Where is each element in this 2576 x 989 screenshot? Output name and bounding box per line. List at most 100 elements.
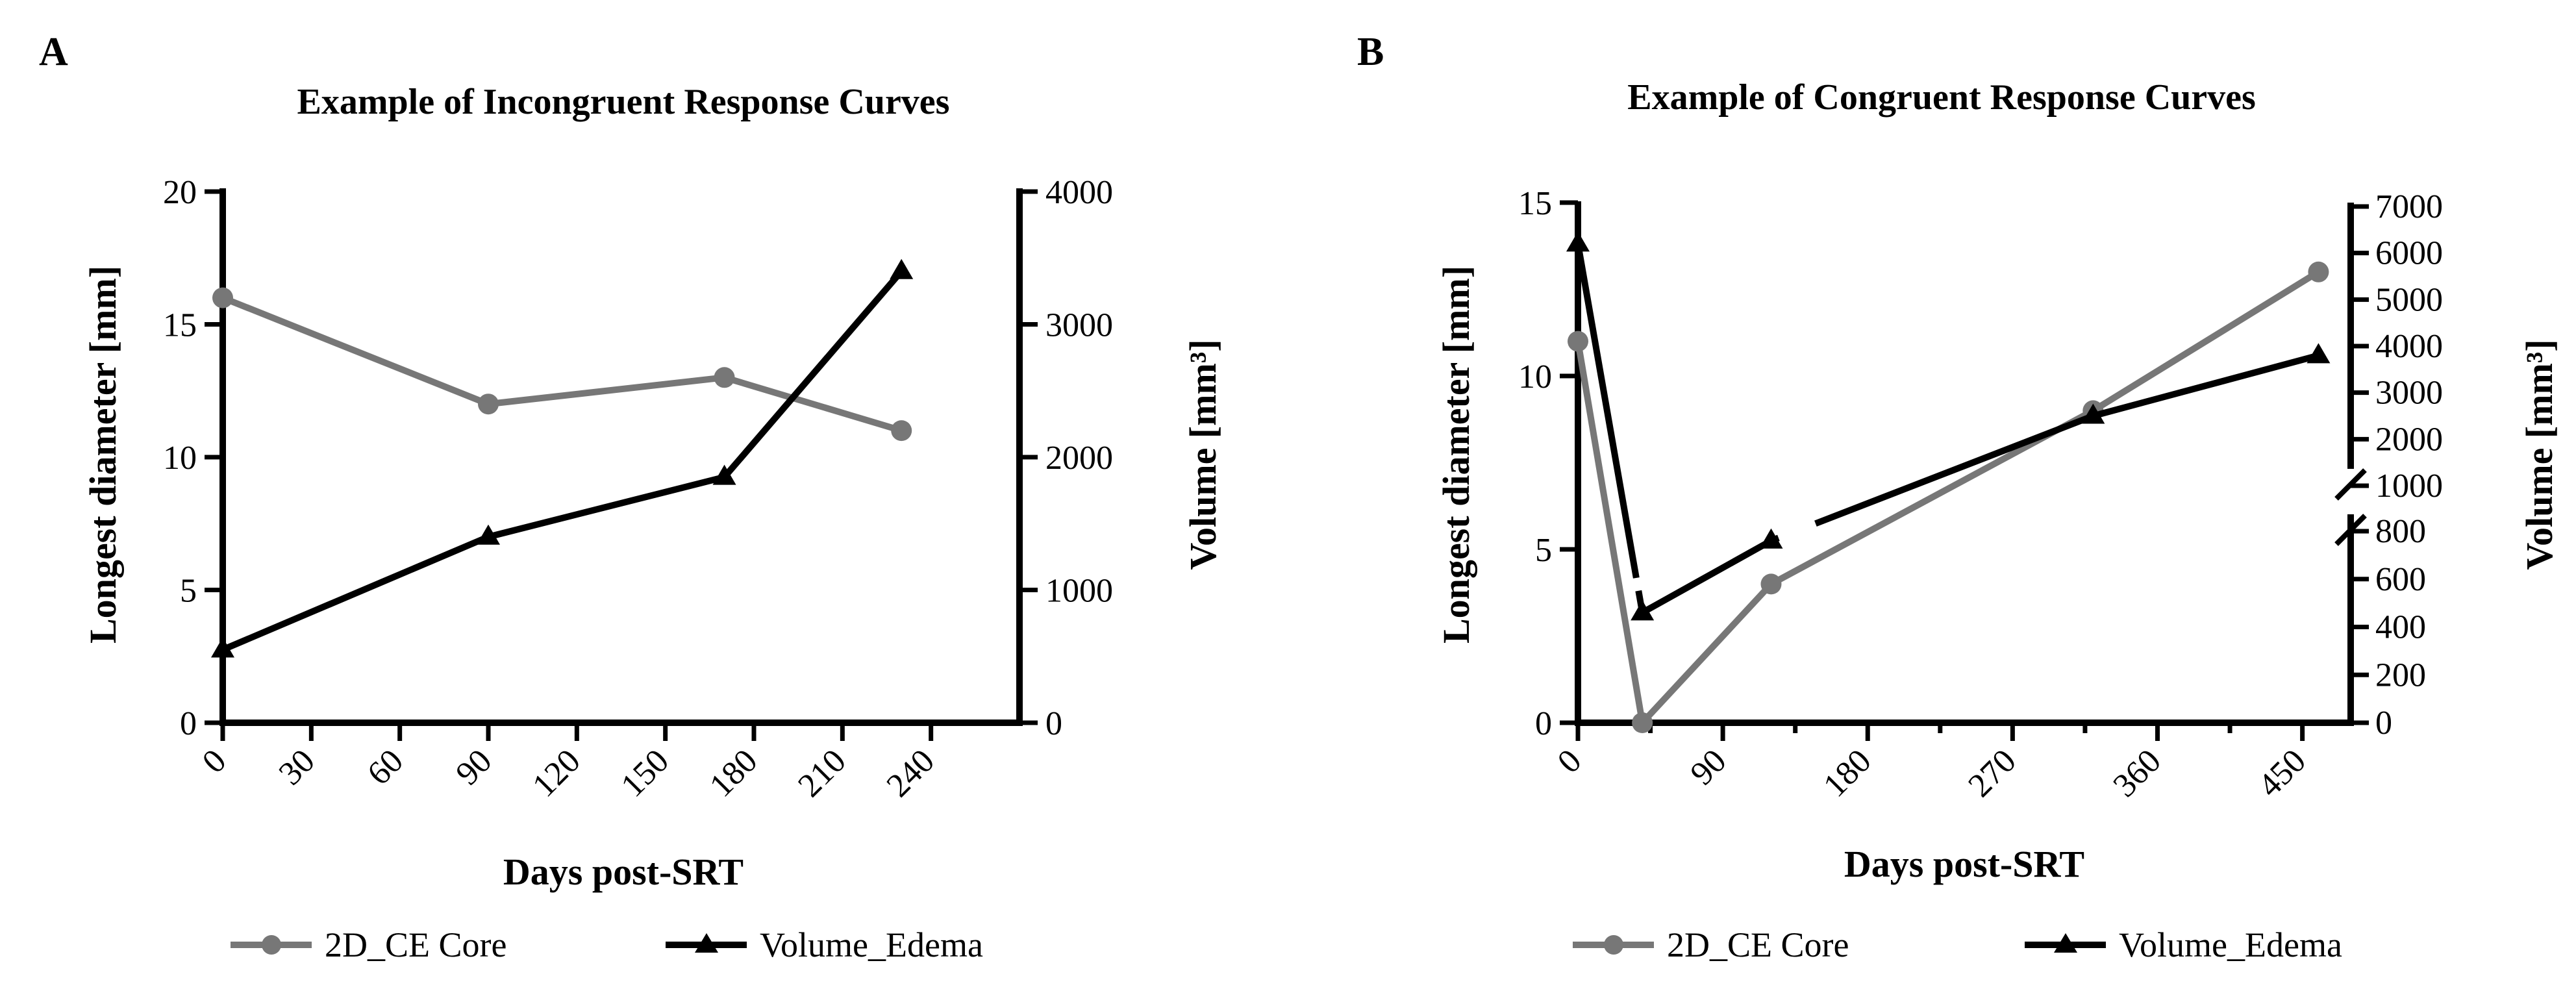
data-point-edema-b: [1631, 600, 1655, 621]
y2-tick-label-b: 200: [2375, 657, 2426, 694]
data-point-core-a: [891, 420, 912, 442]
data-point-edema-b: [1759, 528, 1783, 549]
y-tick-label-a: 10: [163, 440, 197, 477]
x-tick-label-b: 90: [1684, 742, 1734, 792]
y-tick-label-a: 15: [163, 307, 197, 344]
y-tick-label-b: 0: [1535, 705, 1552, 742]
x-axis-title-b: Days post-SRT: [1844, 843, 2084, 885]
x-axis-title-a: Days post-SRT: [503, 851, 744, 893]
y2-tick-label-a: 3000: [1045, 307, 1113, 344]
y-tick-label-b: 15: [1518, 185, 1552, 222]
y-axis-title-b: Longest diameter [mm]: [1435, 266, 1477, 644]
data-point-edema-a: [477, 524, 500, 545]
legend-item-edema-a: Volume_Edema: [666, 925, 983, 964]
x-tick-label-a: 180: [703, 742, 764, 804]
x-tick-label-a: 90: [449, 742, 499, 792]
y2-tick-label-b: 400: [2375, 609, 2426, 646]
panel-a: A Example of Incongruent Response Curves…: [39, 30, 1224, 964]
y-tick-label-b: 5: [1535, 532, 1552, 569]
y2-ticks-a: 0 1000 2000 3000 4000: [1019, 174, 1113, 742]
legend-item-core-a: 2D_CE Core: [231, 925, 506, 964]
y2-axis-title-a: Volume [mm³]: [1182, 339, 1224, 570]
y2-tick-label-b: 4000: [2375, 328, 2443, 365]
series-line-edema-b: [1575, 243, 1640, 579]
x-tick-label-b: 360: [2107, 742, 2168, 804]
y2-tick-label-b: 5000: [2375, 281, 2443, 318]
legend-marker-triangle-icon: [2054, 933, 2077, 953]
y2-axis-title-b: Volume [mm³]: [2518, 339, 2560, 570]
legend-label-edema-b: Volume_Edema: [2119, 925, 2342, 964]
y2-tick-label-b: 1000: [2375, 468, 2443, 505]
series-a: [211, 258, 914, 658]
series-line-edema-b: [1814, 412, 2095, 527]
data-point-core-b: [1760, 573, 1782, 595]
data-point-core-b: [1632, 712, 1653, 733]
y2-ticks-b: 0 200 400 600 800 1000 2000 3000 4000 5000 6000 700…: [2351, 188, 2443, 742]
data-point-core-a: [478, 394, 499, 415]
data-point-core-b: [1568, 331, 1588, 352]
y-tick-label-a: 5: [180, 573, 197, 610]
data-point-edema-a: [890, 258, 914, 279]
y2-tick-label-b: 3000: [2375, 375, 2443, 412]
legend-marker-triangle-icon: [695, 933, 718, 953]
y2-tick-label-b: 2000: [2375, 421, 2443, 458]
chart-title-a: Example of Incongruent Response Curves: [297, 82, 950, 122]
x-tick-label-a: 150: [614, 742, 676, 804]
x-tick-label-b: 450: [2251, 742, 2313, 804]
y-tick-label-b: 10: [1518, 358, 1552, 395]
legend-marker-circle-icon: [262, 935, 281, 955]
y2-tick-label-b: 0: [2375, 705, 2392, 742]
y-tick-label-a: 0: [180, 705, 197, 742]
data-point-edema-a: [712, 464, 736, 485]
data-point-edema-a: [211, 637, 234, 658]
series-line-edema-a: [221, 269, 905, 653]
x-ticks-b: 0 90 180 270 360 450: [1551, 723, 2313, 805]
y2-tick-label-b: 600: [2375, 561, 2426, 598]
y-ticks-a: 0 5 10 15 20: [163, 174, 223, 742]
data-point-core-b: [2308, 261, 2329, 282]
x-tick-label-a: 0: [195, 742, 234, 781]
y2-tick-label-b: 6000: [2375, 235, 2443, 272]
series-b: [1566, 231, 2331, 733]
x-tick-label-a: 210: [791, 742, 853, 804]
x-tick-label-b: 0: [1551, 742, 1589, 781]
chart-title-b: Example of Congruent Response Curves: [1627, 77, 2256, 118]
y2-tick-label-a: 4000: [1045, 174, 1113, 211]
legend-label-core-b: 2D_CE Core: [1667, 925, 1849, 964]
series-line-edema-b: [1640, 538, 1773, 616]
y2-tick-label-a: 2000: [1045, 440, 1113, 477]
x-tick-label-b: 180: [1816, 742, 1878, 804]
x-tick-label-a: 30: [272, 742, 322, 792]
series-line-core-a: [221, 294, 903, 434]
legend-label-core-a: 2D_CE Core: [325, 925, 506, 964]
data-point-edema-b: [2081, 403, 2105, 424]
x-tick-label-a: 120: [525, 742, 587, 804]
panel-letter-b: B: [1357, 30, 1384, 74]
legend-a: 2D_CE Core Volume_Edema: [231, 925, 983, 964]
x-tick-label-a: 240: [880, 742, 942, 804]
legend-marker-circle-icon: [1604, 935, 1623, 955]
data-point-edema-b: [1566, 231, 1590, 252]
data-point-core-a: [714, 367, 735, 388]
series-line-core-b: [1575, 269, 2321, 726]
x-tick-label-b: 270: [1961, 742, 2023, 804]
x-tick-label-a: 60: [360, 742, 410, 792]
series-line-edema-b: [2092, 352, 2320, 419]
data-point-edema-b: [2307, 343, 2331, 364]
y2-tick-label-b: 7000: [2375, 188, 2443, 225]
legend-item-edema-b: Volume_Edema: [2025, 925, 2342, 964]
panel-letter-a: A: [39, 30, 68, 74]
panel-b: B Example of Congruent Response Curves 0…: [1357, 30, 2560, 964]
y-ticks-b: 0 5 10 15: [1518, 185, 1578, 742]
x-ticks-a: 0 30 60 90 120 150 180 210 240: [195, 723, 942, 805]
y2-tick-label-b: 800: [2375, 513, 2426, 550]
data-point-core-a: [212, 287, 233, 308]
legend-item-core-b: 2D_CE Core: [1573, 925, 1849, 964]
legend-label-edema-a: Volume_Edema: [760, 925, 983, 964]
y2-tick-label-a: 1000: [1045, 573, 1113, 610]
y-axis-title-a: Longest diameter [mm]: [82, 266, 124, 644]
y-tick-label-a: 20: [163, 174, 197, 211]
legend-b: 2D_CE Core Volume_Edema: [1573, 925, 2342, 964]
y2-tick-label-a: 0: [1045, 705, 1062, 742]
